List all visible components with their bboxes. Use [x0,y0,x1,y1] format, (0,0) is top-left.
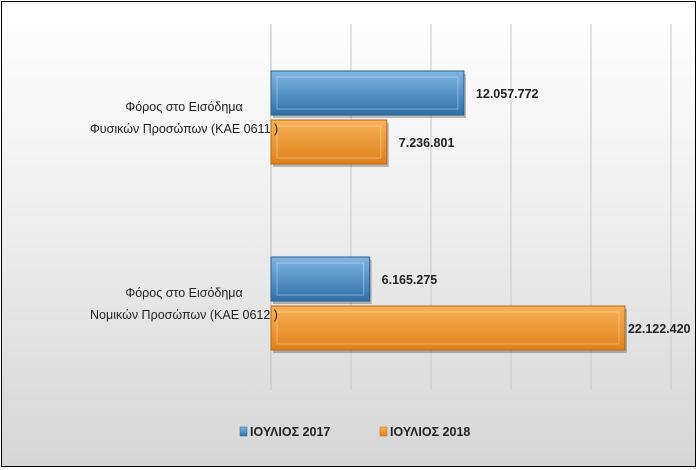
bar-bevel [276,262,365,296]
data-label: 7.236.801 [399,136,455,150]
bar [270,70,465,116]
data-label: 12.057.772 [476,87,539,101]
legend: ΙΟΥΛΙΟΣ 2017 ΙΟΥΛΙΟΣ 2018 [239,425,470,439]
category-label: Φόρος στο Εισόδημα Φυσικών Προσώπων (ΚΑΕ … [90,100,278,136]
legend-swatch [239,426,248,437]
bar [270,256,371,302]
category-label: Φόρος στο Εισόδημα Νομικών Προσώπων (ΚΑΕ … [90,286,278,322]
legend-swatch [379,426,388,437]
bars [270,70,627,353]
legend-label: ΙΟΥΛΙΟΣ 2017 [250,425,330,439]
bar-bevel [276,76,459,110]
bar-bevel [276,311,620,345]
category-labels: Φόρος στο Εισόδημα Φυσικών Προσώπων (ΚΑΕ … [90,100,278,322]
data-label: 6.165.275 [382,273,438,287]
bar [270,305,626,351]
data-label: 22.122.420 [628,322,691,336]
data-labels: 12.057.772 7.236.801 6.165.275 22.122.420 [382,87,691,336]
bar [270,119,388,165]
bar-bevel [276,125,382,159]
legend-label: ΙΟΥΛΙΟΣ 2018 [390,425,470,439]
